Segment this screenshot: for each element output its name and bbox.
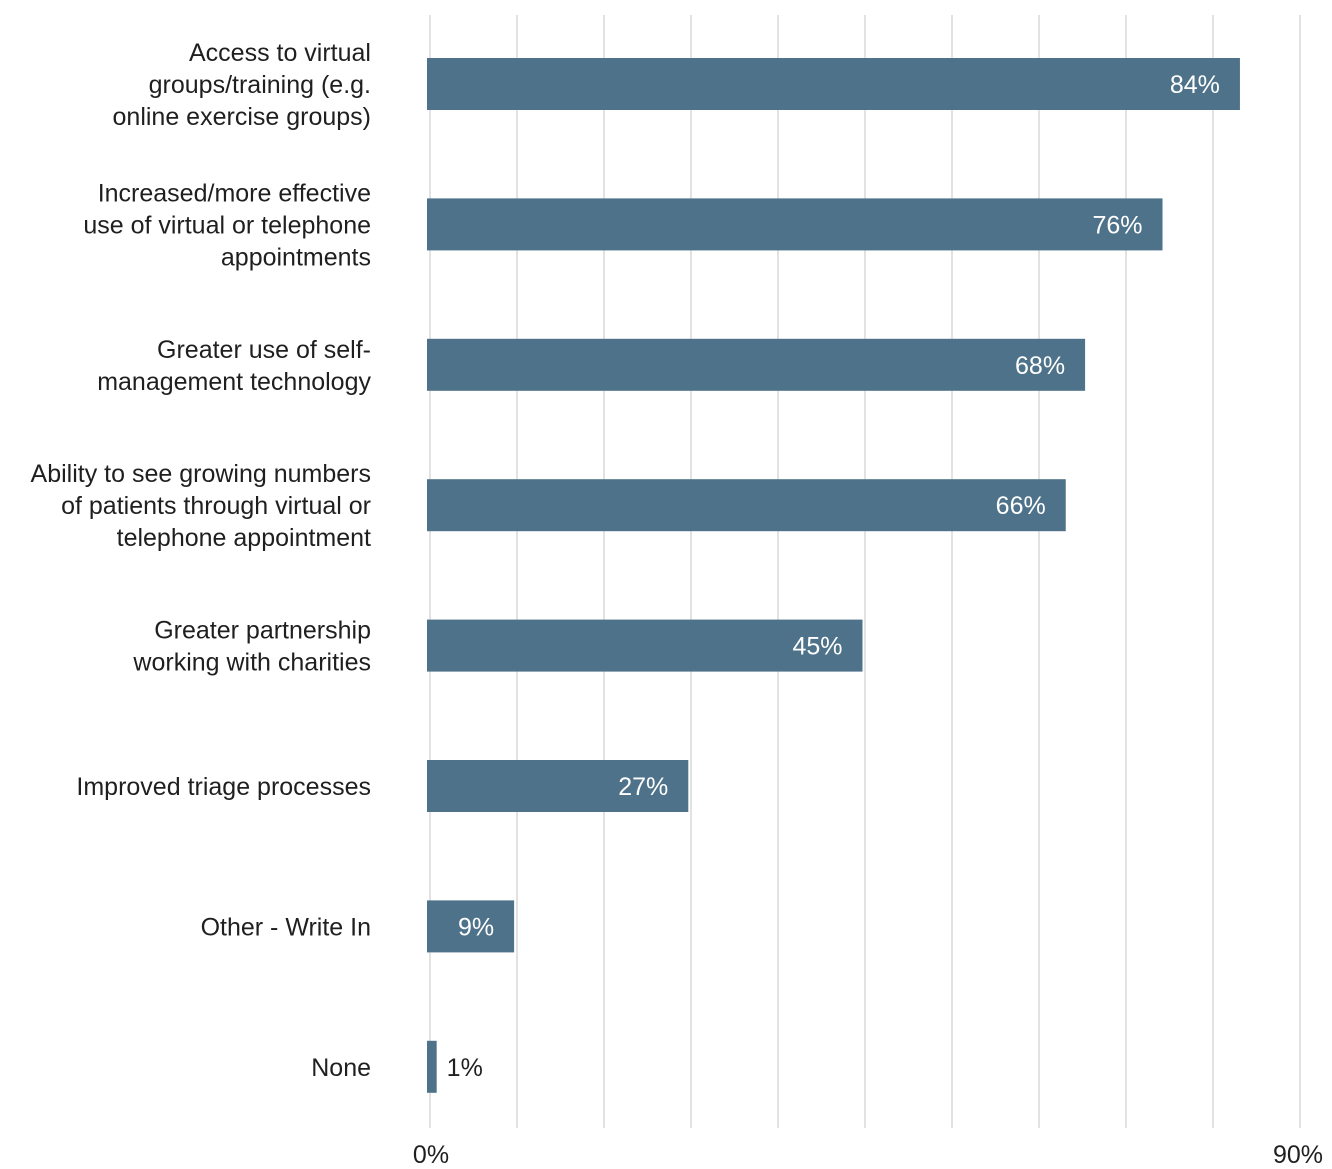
bar [427,338,1086,391]
value-label: 76% [1092,211,1142,239]
category-label: Access to virtual groups/training (e.g. on… [113,39,371,131]
value-label: 1% [447,1054,483,1082]
bar [427,760,689,812]
category-label: Greater partnership working with charitie… [132,617,371,677]
value-label: 68% [1015,352,1065,380]
category-label-line: None [311,1054,371,1082]
category-label-line: Ability to see growing numbers [31,460,371,488]
category-label-line: appointments [221,243,371,271]
category-label-line: Increased/more effective [98,179,371,207]
category-label-line: Access to virtual [189,39,371,67]
category-label: Increased/more effective use of virtual o… [83,179,371,271]
category-label-line: Improved triage processes [76,773,371,801]
bar [427,479,1066,532]
x-tick-label-min: 0% [413,1141,449,1169]
category-label-line: working with charities [132,649,371,677]
value-label: 45% [792,633,842,661]
category-label-line: Greater partnership [154,617,371,645]
category-label-line: telephone appointment [117,524,371,552]
bar [427,900,515,953]
value-label: 66% [996,492,1046,520]
bar [427,1040,437,1093]
category-label: Greater use of self-management technolog… [97,336,371,396]
category-label-line: use of virtual or telephone [83,211,371,239]
category-label-line: Other - Write In [201,913,371,941]
category-label: None [311,1054,371,1082]
category-label-line: online exercise groups) [113,103,371,131]
bars: 84% 76% 68% 66% 45% 27% 9% 1% [427,58,1240,1093]
value-label: 84% [1170,71,1220,99]
category-label-line: management technology [97,368,371,396]
category-label-line: groups/training (e.g. [149,71,371,99]
value-label: 9% [458,913,494,941]
category-label-line: Greater use of self- [157,336,371,364]
bar [427,58,1240,110]
gridlines [429,15,1301,1128]
category-label-line: of patients through virtual or [61,492,371,520]
bar [427,619,863,672]
bar [427,198,1163,251]
category-label: Other - Write In [201,913,371,941]
x-axis-ticks: 0% 90% [413,1141,1323,1169]
value-label: 27% [618,773,668,801]
x-tick-label-max: 90% [1273,1141,1323,1169]
category-label: Ability to see growing numbers of patient… [31,460,372,552]
category-label: Improved triage processes [76,773,371,801]
category-labels: Access to virtual groups/training (e.g. on… [31,39,372,1082]
